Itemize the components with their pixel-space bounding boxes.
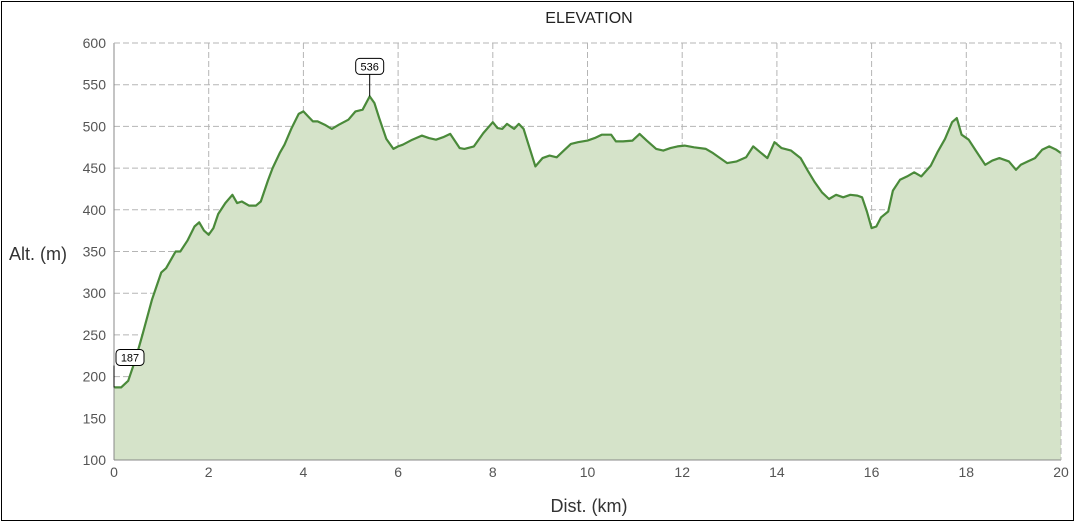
x-tick-label: 16 [864, 464, 880, 480]
y-tick-label: 100 [83, 452, 107, 468]
y-tick-label: 350 [83, 244, 107, 260]
y-tick-label: 500 [83, 118, 107, 134]
x-tick-label: 8 [489, 464, 497, 480]
x-tick-label: 10 [580, 464, 596, 480]
callout-label: 187 [121, 352, 139, 364]
chart-title: ELEVATION [545, 10, 632, 27]
x-tick-label: 0 [110, 464, 118, 480]
y-tick-label: 300 [83, 285, 107, 301]
y-tick-label: 400 [83, 202, 107, 218]
y-tick-label: 250 [83, 327, 107, 343]
x-tick-labels: 0 2 4 6 8 10 12 14 16 18 20 [110, 464, 1069, 480]
y-tick-label: 150 [83, 410, 107, 426]
y-tick-label: 200 [83, 369, 107, 385]
value-callouts: 187 536 [113, 57, 385, 388]
x-tick-label: 2 [205, 464, 213, 480]
y-axis-title: Alt. (m) [9, 244, 67, 264]
x-tick-label: 6 [394, 464, 402, 480]
y-tick-labels: 100 150 200 250 300 350 400 450 500 550 600 [83, 35, 107, 468]
x-axis-title: Dist. (km) [551, 496, 628, 516]
y-tick-label: 450 [83, 160, 107, 176]
x-tick-label: 4 [300, 464, 308, 480]
callout-box [115, 348, 145, 366]
x-tick-label: 20 [1053, 464, 1069, 480]
elevation-area [114, 96, 1061, 461]
x-tick-label: 18 [959, 464, 975, 480]
elevation-line [114, 95, 1062, 389]
plot-border [113, 42, 1062, 461]
x-tick-label: 14 [769, 464, 785, 480]
y-tick-label: 600 [83, 35, 107, 51]
callout-label: 536 [361, 61, 379, 73]
callout-box [355, 57, 385, 75]
y-tick-label: 550 [83, 77, 107, 93]
x-tick-label: 12 [674, 464, 690, 480]
